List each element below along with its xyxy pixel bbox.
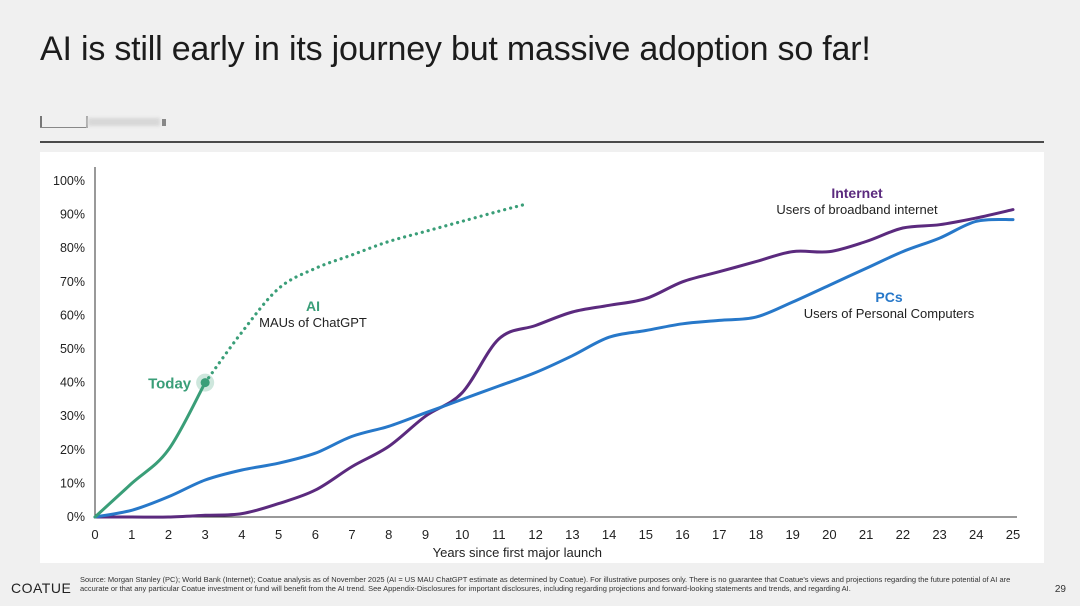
x-tick-label: 3 [202, 527, 209, 542]
ai-projection-dotted-line [203, 202, 527, 385]
today-marker-point [200, 378, 210, 388]
placeholder-tick-left [40, 116, 42, 127]
y-tick-label: 0% [67, 510, 85, 524]
x-tick-label: 22 [896, 527, 910, 542]
internet-series-name: Internet [831, 185, 883, 201]
x-tick-label: 11 [492, 527, 506, 542]
x-tick-label: 8 [385, 527, 392, 542]
x-tick-label: 12 [528, 527, 542, 542]
x-tick-label: 5 [275, 527, 282, 542]
x-tick-label: 16 [675, 527, 689, 542]
source-footnote: Source: Morgan Stanley (PC); World Bank … [80, 575, 1011, 593]
x-tick-label: 21 [859, 527, 873, 542]
ai-series-line [93, 381, 207, 519]
y-tick-label: 80% [60, 241, 85, 255]
y-tick-label: 60% [60, 308, 85, 322]
x-tick-label: 7 [348, 527, 355, 542]
ai-series-name: AI [306, 298, 320, 314]
placeholder-baseline [40, 126, 86, 128]
x-tick-label: 15 [639, 527, 653, 542]
title-divider [40, 141, 1044, 143]
y-tick-label: 10% [60, 476, 85, 490]
y-tick-label: 100% [53, 174, 85, 188]
y-tick-label: 50% [60, 342, 85, 356]
y-tick-label: 40% [60, 376, 85, 390]
pcs-series-line [93, 217, 1015, 519]
x-tick-label: 17 [712, 527, 726, 542]
x-tick-label: 9 [422, 527, 429, 542]
company-logo: COATUE [11, 580, 72, 596]
page-number: 29 [1054, 584, 1066, 595]
x-tick-label: 0 [91, 527, 98, 542]
adoption-line-chart: 0%10%20%30%40%50%60%70%80%90%100%0 1 2 3 4 5 6… [53, 167, 1020, 560]
pcs-series-name: PCs [875, 289, 902, 305]
y-tick-label: 30% [60, 409, 85, 423]
placeholder-blur [88, 118, 160, 126]
ai-series-subtitle: MAUs of ChatGPT [259, 315, 367, 330]
x-tick-label: 18 [749, 527, 763, 542]
internet-series-line [93, 208, 1015, 519]
y-tick-label: 20% [60, 443, 85, 457]
x-tick-label: 1 [128, 527, 135, 542]
x-tick-label: 14 [602, 527, 616, 542]
x-tick-label: 20 [822, 527, 836, 542]
pcs-series-subtitle: Users of Personal Computers [804, 306, 975, 321]
y-tick-label: 70% [60, 275, 85, 289]
redacted-legend-placeholder [40, 116, 167, 128]
y-tick-label: 90% [60, 208, 85, 222]
x-tick-label: 10 [455, 527, 469, 542]
x-tick-label: 24 [969, 527, 983, 542]
internet-series-subtitle: Users of broadband internet [776, 202, 938, 217]
placeholder-tick-right [162, 119, 166, 126]
chart-panel: 0% 10% 20% 30% 40% 50% 60% 70% 80% 90% 100% 0 1 2 3 4 5 6… [40, 152, 1044, 563]
slide-title: AI is still early in its journey but mas… [40, 30, 871, 68]
placeholder-tick-mid [86, 116, 88, 128]
x-tick-label: 6 [312, 527, 319, 542]
x-axis-label: Years since first major launch [433, 545, 602, 560]
x-tick-label: 19 [785, 527, 799, 542]
today-label: Today [148, 376, 192, 393]
x-tick-label: 25 [1006, 527, 1020, 542]
x-tick-label: 2 [165, 527, 172, 542]
x-tick-label: 13 [565, 527, 579, 542]
x-tick-label: 23 [932, 527, 946, 542]
x-tick-label: 4 [238, 527, 245, 542]
